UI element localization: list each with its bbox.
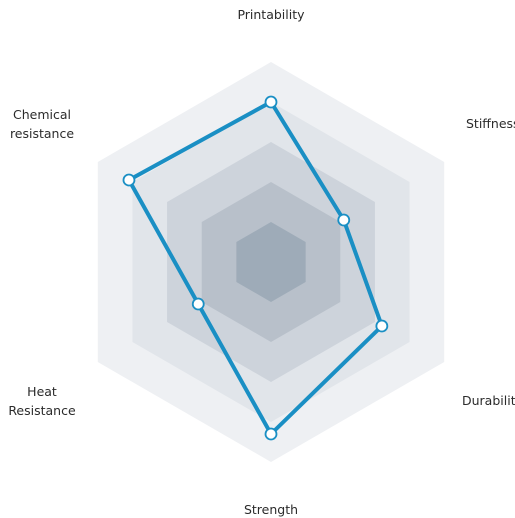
data-point-durability[interactable] [375, 319, 389, 333]
radar-ring-1 [236, 222, 306, 302]
radar-rings [97, 62, 445, 462]
axis-label-stiffness: Stiffness [466, 116, 515, 131]
data-point-strength[interactable] [264, 427, 278, 441]
data-point-printability[interactable] [264, 95, 278, 109]
data-point-heat-resistance[interactable] [191, 297, 205, 311]
axis-labels: Printability Stiffness Durability Strength H… [8, 7, 515, 517]
axis-label-durability: Durability [462, 393, 515, 408]
axis-label-heat-resistance: Heat Resistance [8, 384, 76, 418]
radar-series [122, 95, 389, 441]
data-point-chemical-resistance[interactable] [122, 173, 136, 187]
axis-label-strength: Strength [244, 502, 298, 517]
axis-label-printability: Printability [237, 7, 305, 22]
data-point-stiffness[interactable] [337, 213, 351, 227]
axis-label-chemical-resistance: Chemical resistance [10, 107, 74, 141]
